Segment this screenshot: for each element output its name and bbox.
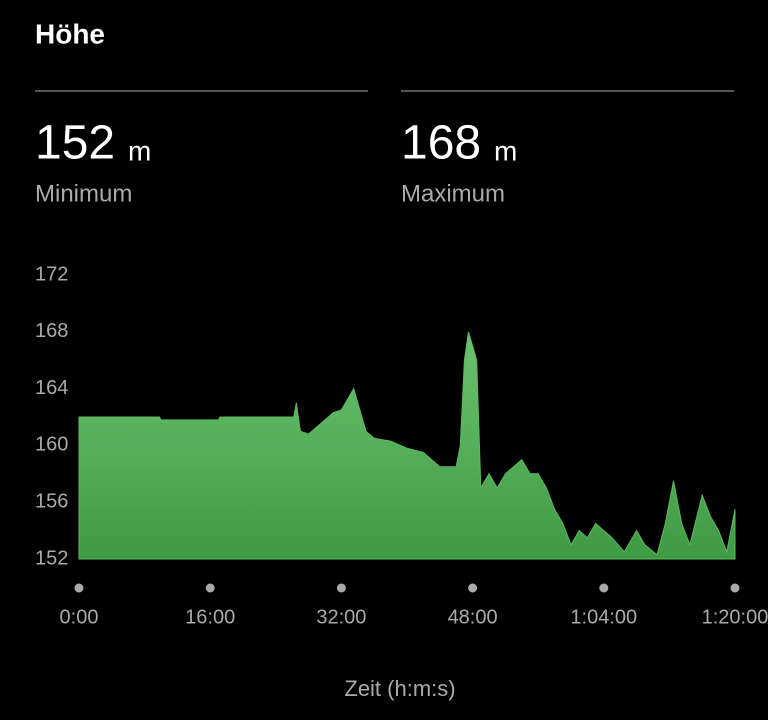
y-tick-label: 168 — [35, 320, 68, 342]
y-tick-label: 160 — [35, 434, 68, 456]
x-tick-dot — [74, 583, 84, 593]
stat-label: Maximum — [401, 180, 505, 207]
stat-unit: m — [494, 135, 517, 166]
x-tick-label: 1:04:00 — [570, 606, 637, 628]
y-tick-label: 164 — [35, 377, 68, 399]
x-tick-label: 16:00 — [185, 606, 235, 628]
x-tick-label: 48:00 — [448, 606, 498, 628]
y-tick-label: 156 — [35, 490, 68, 512]
elevation-area — [78, 331, 736, 560]
x-tick-label: 1:20:00 — [702, 606, 768, 628]
x-tick-dot — [599, 583, 609, 593]
y-tick-label: 152 — [35, 547, 68, 569]
y-tick-label: 172 — [35, 263, 68, 285]
x-tick-dot — [468, 583, 478, 593]
x-tick-label: 32:00 — [316, 606, 366, 628]
x-tick-dot — [336, 583, 346, 593]
stat-value: 152 — [35, 117, 115, 170]
x-axis-label: Zeit (h:m:s) — [344, 676, 455, 701]
title: Höhe — [35, 18, 105, 49]
x-tick-dot — [730, 583, 740, 593]
stat-label: Minimum — [35, 180, 132, 207]
stat-unit: m — [128, 135, 151, 166]
x-tick-dot — [205, 583, 215, 593]
stat-value: 168 — [401, 117, 481, 170]
x-tick-label: 0:00 — [60, 606, 99, 628]
